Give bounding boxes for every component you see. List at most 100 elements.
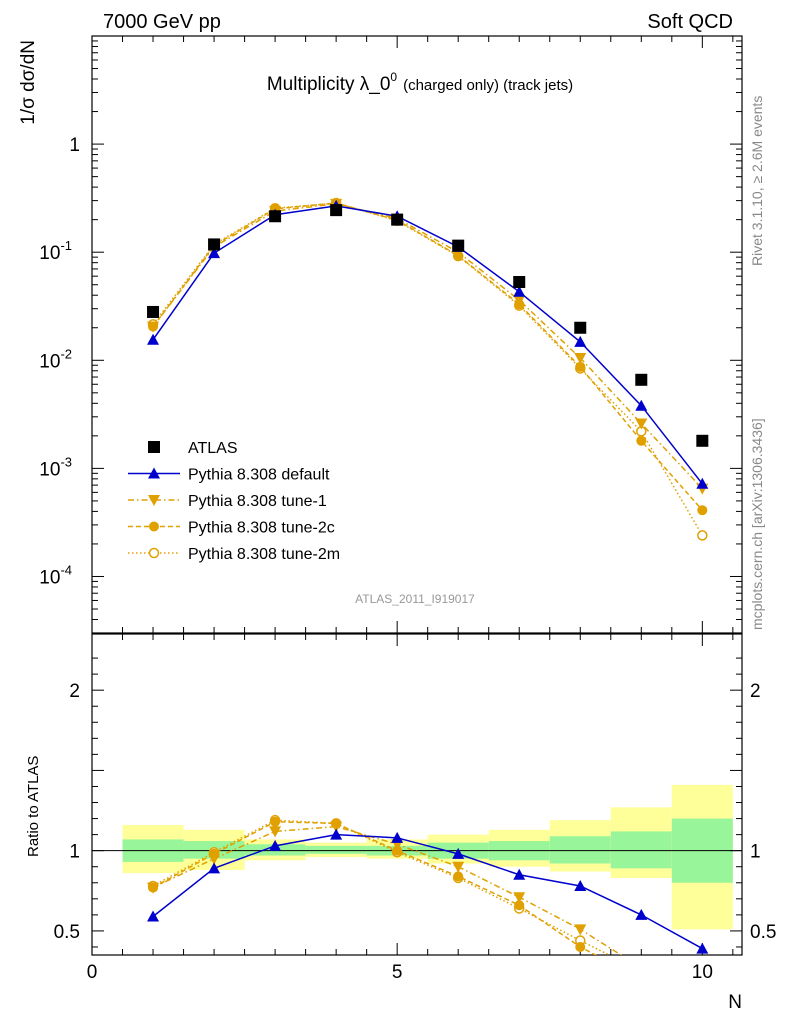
ratio-point: [147, 910, 160, 922]
legend-label: Pythia 8.308 tune-1: [188, 493, 327, 510]
ratio-frame: [91, 633, 743, 956]
data-point: [574, 321, 587, 334]
series-line: [152, 203, 703, 490]
main-title: Multiplicity λ_00 (charged only) (track j…: [267, 70, 573, 95]
data-point: [574, 335, 587, 347]
x-tick-label: 0: [87, 962, 98, 983]
data-point: [636, 435, 647, 446]
ratio-point: [392, 845, 403, 856]
ratio-plot-series: [147, 814, 709, 1008]
legend-label: Pythia 8.308 default: [188, 467, 330, 484]
data-point: [575, 361, 586, 372]
y-tick-exp: -2: [60, 346, 72, 361]
legend-label: Pythia 8.308 tune-2c: [188, 520, 335, 537]
legend-marker: [148, 495, 160, 506]
data-point: [513, 275, 526, 288]
main-title-small: (charged only) (track jets): [403, 77, 573, 94]
ratio-point: [147, 882, 160, 894]
ratio-point: [452, 847, 465, 859]
data-point: [696, 434, 709, 447]
series-line: [152, 205, 703, 485]
mcplots-label: mcplots.cern.ch [arXiv:1306.3436]: [749, 418, 765, 630]
main-title-text: Multiplicity λ_0: [267, 74, 391, 95]
data-point: [147, 305, 160, 318]
ratio-series-line: [152, 819, 611, 955]
y-tick-exp: -3: [60, 454, 72, 469]
data-point: [208, 238, 221, 251]
main-frame: [91, 35, 743, 634]
ratio-point: [453, 871, 464, 882]
data-point: [330, 204, 343, 217]
x-tick-label: 10: [692, 962, 713, 983]
band-inner: [610, 831, 672, 869]
data-point: [696, 477, 709, 489]
data-point: [147, 321, 160, 333]
ratio-point: [698, 994, 707, 1003]
ratio-point: [452, 861, 465, 873]
ratio-point: [513, 868, 526, 880]
data-point: [513, 285, 526, 297]
y-tick-base: 10: [39, 459, 60, 480]
data-point: [635, 373, 648, 386]
x-axis-label: N: [728, 992, 742, 1013]
ratio-series-line: [152, 821, 598, 955]
ratio-y-axis-label: Ratio to ATLAS: [25, 756, 42, 857]
data-point: [391, 213, 404, 226]
y-tick-exp: -1: [60, 238, 72, 253]
header-left: 7000 GeV pp: [103, 11, 221, 33]
y-tick-label: 10-2: [39, 346, 72, 372]
data-point: [147, 333, 160, 345]
ratio-y-tick-label: 1: [69, 842, 80, 863]
header-right: Soft QCD: [647, 11, 733, 33]
y-tick-label: 10-3: [39, 454, 72, 480]
y-tick-base: 10: [39, 351, 60, 372]
y-tick-base: 10: [39, 567, 60, 588]
ratio-point: [208, 862, 221, 874]
ratio-y-tick-label: 2: [69, 681, 80, 702]
ratio-point: [696, 942, 709, 954]
ratio-y-tick-label-right: 0.5: [750, 922, 776, 943]
data-point: [697, 505, 708, 516]
y-tick-base: 10: [39, 243, 60, 264]
rivet-label: Rivet 3.1.10, ≥ 2.6M events: [749, 96, 765, 266]
band-inner: [549, 836, 611, 864]
y-tick-exp: -4: [60, 562, 72, 577]
x-tick-label: 5: [392, 962, 403, 983]
legend-marker: [148, 441, 160, 453]
ratio-y-tick-label: 0.5: [54, 922, 80, 943]
ratio-point: [637, 967, 646, 976]
y-tick-label: 1: [69, 135, 80, 156]
ratio-point: [330, 821, 343, 833]
data-point: [635, 418, 648, 430]
ratio-point: [269, 826, 282, 838]
ratio-point: [697, 998, 707, 1008]
ratio-point: [635, 963, 647, 974]
legend: ATLAS Pythia 8.308 default Pythia 8.308 tu…: [128, 440, 340, 563]
data-point: [574, 352, 587, 364]
legend-label: ATLAS: [188, 440, 238, 457]
legend-marker: [149, 521, 159, 532]
ratio-point: [513, 892, 526, 904]
ratio-point: [269, 839, 282, 851]
main-plot-series: [147, 197, 709, 541]
ratio-point: [391, 831, 404, 843]
ratio-y-tick-label-right: 1: [750, 842, 761, 863]
ratio-point: [636, 974, 646, 984]
ratio-point: [635, 908, 648, 920]
data-point: [452, 239, 465, 252]
ratio-point: [574, 879, 587, 891]
legend-label: Pythia 8.308 tune-2m: [188, 546, 340, 563]
data-point: [513, 295, 526, 307]
main-title-sup: 0: [390, 70, 397, 84]
data-point: [635, 399, 648, 411]
data-point: [208, 247, 221, 259]
ratio-point: [696, 990, 708, 1001]
band-inner: [305, 845, 367, 854]
ratio-point: [514, 900, 525, 911]
analysis-watermark: ATLAS_2011_I919017: [355, 592, 475, 606]
ratio-series-line: [152, 833, 703, 950]
y-tick-label: 10-4: [39, 562, 72, 588]
